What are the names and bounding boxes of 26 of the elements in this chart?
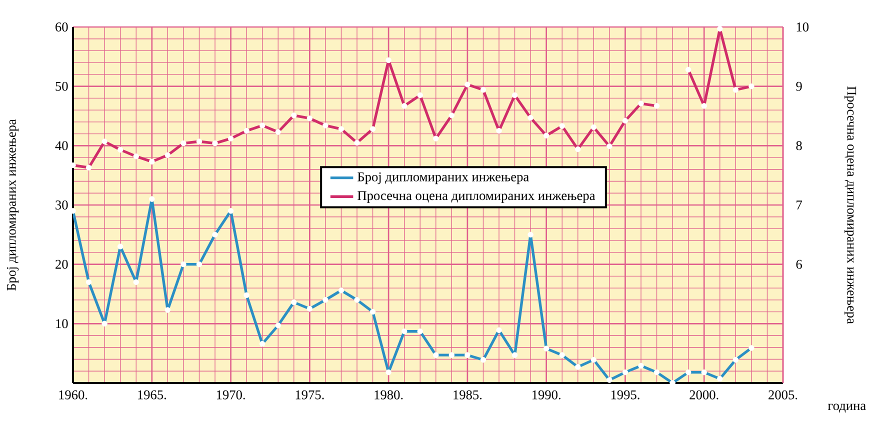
- x-tick-label: 1965.: [138, 390, 166, 400]
- y2-tick-label: 10: [796, 22, 809, 32]
- x-tick-label: 1975.: [296, 390, 324, 400]
- y-tick-label: 10: [56, 319, 68, 328]
- legend-label: Број дипломираних инжењера: [358, 172, 529, 184]
- x-tick-label: 1990.: [532, 390, 560, 400]
- y-tick-label: 40: [55, 141, 68, 150]
- y2-tick-label: 7: [796, 200, 802, 210]
- y2-tick-label: 8: [796, 141, 802, 150]
- y-axis-title: Број дипломираних инжењера: [6, 119, 19, 291]
- y2-tick-label: 9: [796, 82, 802, 91]
- x-axis-title: година: [828, 404, 866, 413]
- legend-label: Просечна оцена дипломираних инжењера: [358, 191, 596, 203]
- x-tick-label: 1970.: [216, 390, 245, 400]
- x-tick-label: 1980.: [374, 390, 403, 400]
- y-tick-label: 50: [56, 82, 68, 91]
- y-tick-label: 30: [56, 200, 68, 210]
- y-tick-label: 20: [56, 260, 68, 269]
- x-tick-label: 1995.: [611, 390, 640, 400]
- x-tick-label: 2005.: [768, 390, 798, 400]
- y-tick-label: 60: [56, 22, 68, 32]
- y2-axis-title: Просечна оцена дипломираних инжењера: [844, 86, 856, 324]
- x-tick-label: 2000.: [690, 390, 718, 400]
- x-tick-label: 1960.: [59, 390, 88, 400]
- y2-tick-label: 6: [796, 260, 802, 269]
- x-tick-label: 1985.: [454, 390, 482, 400]
